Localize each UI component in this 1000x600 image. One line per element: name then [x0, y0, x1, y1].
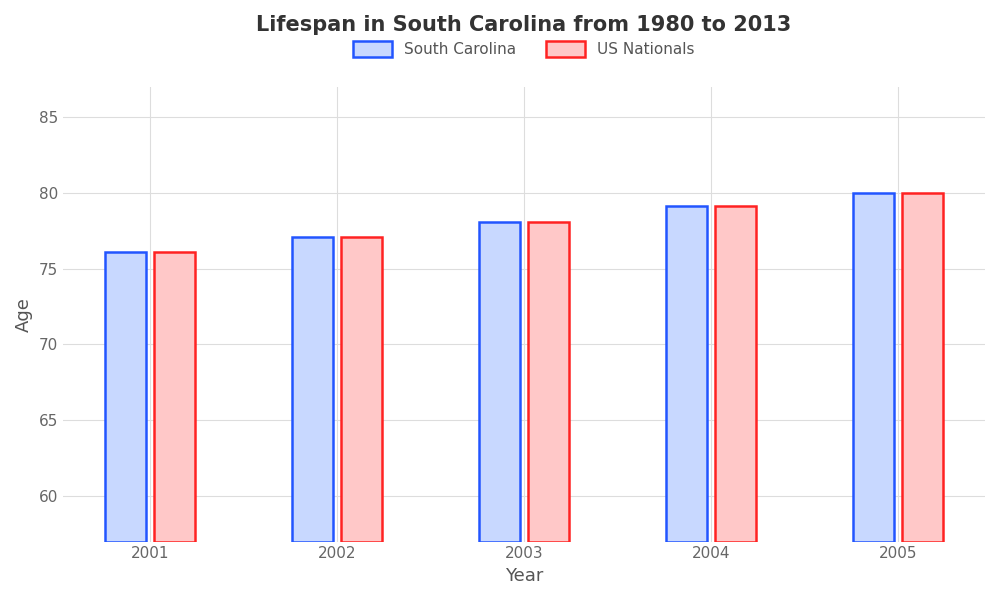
Bar: [292, 237, 333, 542]
Y-axis label: Age: Age: [15, 296, 33, 332]
Bar: [853, 193, 894, 542]
X-axis label: Year: Year: [505, 567, 543, 585]
Bar: [902, 193, 943, 542]
Bar: [715, 206, 756, 542]
Bar: [341, 237, 382, 542]
Bar: [479, 221, 520, 542]
Bar: [105, 252, 146, 542]
Bar: [154, 252, 195, 542]
Legend: South Carolina, US Nationals: South Carolina, US Nationals: [347, 35, 701, 63]
Bar: [666, 206, 707, 542]
Bar: [528, 221, 569, 542]
Title: Lifespan in South Carolina from 1980 to 2013: Lifespan in South Carolina from 1980 to …: [256, 15, 792, 35]
